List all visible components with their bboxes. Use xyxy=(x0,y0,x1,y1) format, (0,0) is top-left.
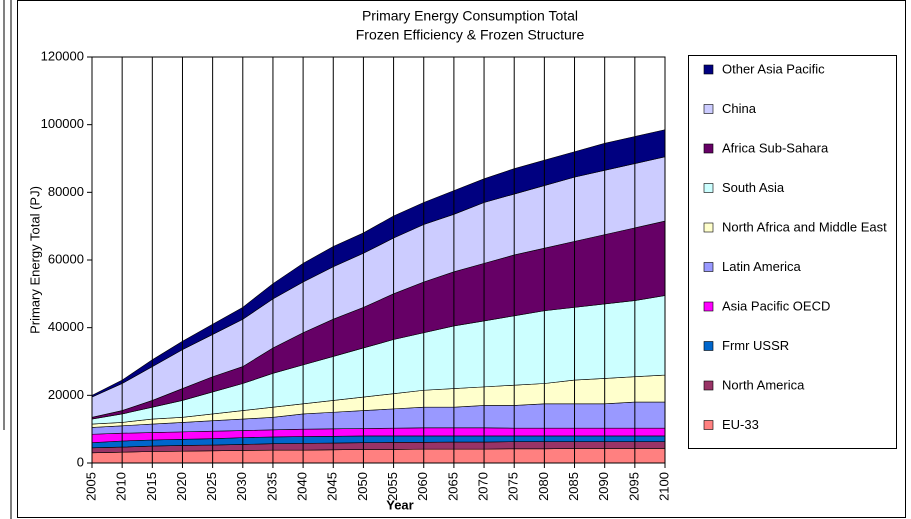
x-tick-label: 2055 xyxy=(385,472,400,501)
legend-swatch xyxy=(703,104,714,114)
legend-label: Other Asia Pacific xyxy=(722,61,825,76)
legend-swatch xyxy=(703,222,714,233)
y-axis-label: Primary Energy Total (PJ) xyxy=(27,186,42,334)
x-tick-label: 2010 xyxy=(114,472,129,501)
x-tick-label: 2100 xyxy=(656,472,671,501)
legend xyxy=(688,55,897,449)
legend-label: Asia Pacific OECD xyxy=(722,298,830,313)
chart-title: Primary Energy Consumption Total xyxy=(362,8,578,24)
chart-subtitle: Frozen Efficiency & Frozen Structure xyxy=(356,27,585,43)
chart-border xyxy=(17,0,906,518)
legend-swatch xyxy=(703,143,714,154)
x-tick-label: 2020 xyxy=(174,472,189,501)
legend-label: EU-33 xyxy=(722,417,759,432)
x-tick-label: 2080 xyxy=(536,472,551,501)
legend-label: South Asia xyxy=(722,180,785,195)
x-tick-label: 2095 xyxy=(626,472,641,501)
legend-swatch xyxy=(703,183,714,193)
legend-label: North America xyxy=(722,377,805,392)
legend-swatch xyxy=(703,64,714,75)
y-tick-label: 80000 xyxy=(48,184,84,199)
x-tick-label: 2035 xyxy=(264,472,279,501)
legend-label: Latin America xyxy=(722,259,802,274)
y-tick-label: 100000 xyxy=(41,116,84,131)
x-tick-label: 2065 xyxy=(445,472,460,501)
legend-swatch xyxy=(703,301,714,312)
legend-label: Frmr USSR xyxy=(722,338,789,353)
y-tick-label: 40000 xyxy=(48,319,84,334)
x-axis-label: Year xyxy=(386,497,413,512)
x-tick-label: 2015 xyxy=(144,472,159,501)
x-tick-label: 2070 xyxy=(475,472,490,501)
x-tick-label: 2045 xyxy=(325,472,340,501)
x-tick-label: 2040 xyxy=(295,472,310,501)
y-tick-label: 20000 xyxy=(48,387,84,402)
x-tick-label: 2025 xyxy=(204,472,219,501)
x-tick-label: 2030 xyxy=(234,472,249,501)
y-tick-label: 120000 xyxy=(41,48,84,63)
legend-swatch xyxy=(703,420,714,430)
x-tick-label: 2085 xyxy=(566,472,581,501)
y-tick-label: 60000 xyxy=(48,251,84,266)
legend-label: Africa Sub-Sahara xyxy=(722,140,829,155)
legend-swatch xyxy=(703,380,714,391)
legend-label: North Africa and Middle East xyxy=(722,219,887,234)
legend-label: China xyxy=(722,101,757,116)
y-tick-label: 0 xyxy=(77,454,84,469)
x-tick-label: 2050 xyxy=(355,472,370,501)
x-tick-label: 2090 xyxy=(596,472,611,501)
x-tick-label: 2005 xyxy=(83,472,98,501)
legend-swatch xyxy=(703,341,714,351)
x-tick-label: 2060 xyxy=(415,472,430,501)
legend-swatch xyxy=(703,262,714,272)
x-tick-label: 2075 xyxy=(506,472,521,501)
